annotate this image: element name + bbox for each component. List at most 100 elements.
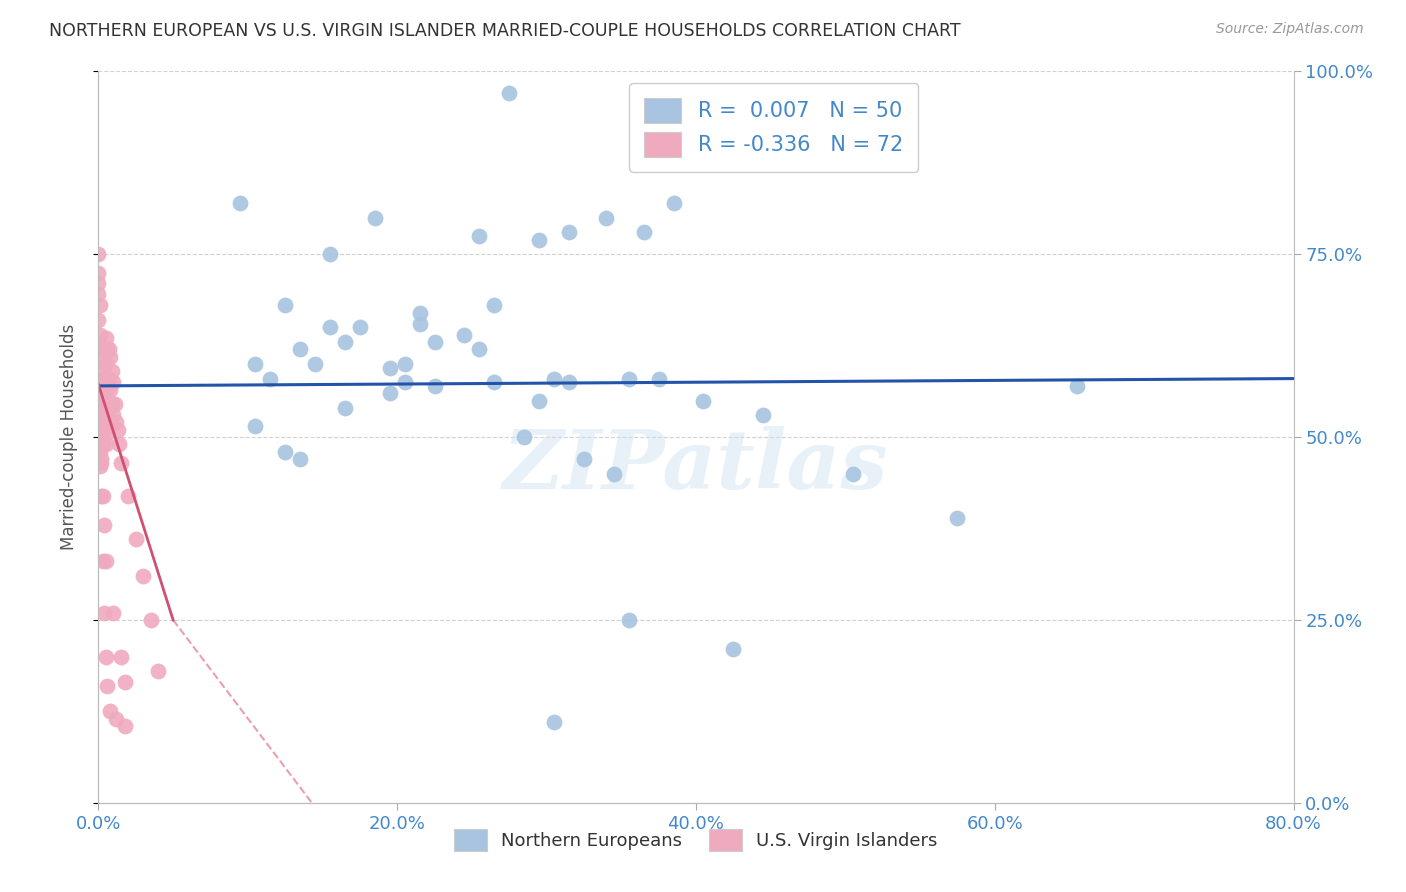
Point	[394, 357, 416, 371]
Point	[245, 419, 267, 434]
Point	[468, 228, 491, 243]
Point	[245, 357, 267, 371]
Point	[93, 606, 115, 620]
Point	[87, 287, 110, 301]
Point	[87, 313, 110, 327]
Point	[110, 649, 132, 664]
Point	[91, 554, 114, 568]
Point	[97, 343, 120, 357]
Point	[87, 247, 110, 261]
Point	[288, 343, 311, 357]
Point	[274, 298, 297, 312]
Point	[105, 712, 128, 726]
Point	[333, 401, 356, 415]
Point	[98, 383, 122, 397]
Point	[229, 196, 252, 211]
Point	[558, 376, 581, 390]
Point	[1066, 379, 1088, 393]
Point	[378, 360, 401, 375]
Point	[94, 383, 117, 397]
Point	[633, 225, 655, 239]
Point	[94, 331, 117, 345]
Point	[572, 452, 595, 467]
Point	[90, 456, 112, 470]
Point	[139, 613, 162, 627]
Point	[543, 715, 565, 730]
Point	[595, 211, 617, 225]
Point	[93, 343, 115, 357]
Point	[105, 416, 128, 430]
Point	[498, 87, 520, 101]
Point	[319, 320, 342, 334]
Text: ZIPatlas: ZIPatlas	[503, 426, 889, 507]
Point	[527, 393, 550, 408]
Point	[94, 408, 117, 422]
Point	[89, 459, 111, 474]
Point	[94, 649, 117, 664]
Point	[94, 437, 117, 451]
Point	[617, 371, 640, 385]
Point	[114, 719, 136, 733]
Point	[259, 371, 281, 385]
Point	[96, 371, 118, 385]
Point	[87, 277, 110, 291]
Point	[93, 393, 115, 408]
Point	[484, 298, 506, 312]
Point	[647, 371, 669, 385]
Point	[108, 437, 131, 451]
Point	[89, 444, 111, 458]
Point	[91, 371, 114, 385]
Point	[288, 452, 311, 467]
Point	[104, 397, 127, 411]
Point	[87, 343, 110, 357]
Point	[723, 642, 745, 657]
Point	[103, 376, 125, 390]
Point	[319, 247, 342, 261]
Point	[304, 357, 326, 371]
Point	[274, 444, 297, 458]
Point	[90, 376, 112, 390]
Point	[93, 517, 115, 532]
Point	[527, 233, 550, 247]
Point	[87, 266, 110, 280]
Point	[752, 408, 775, 422]
Point	[364, 211, 387, 225]
Point	[662, 196, 685, 211]
Point	[91, 416, 114, 430]
Point	[453, 327, 475, 342]
Point	[94, 357, 117, 371]
Point	[842, 467, 865, 481]
Point	[90, 390, 112, 404]
Point	[946, 510, 969, 524]
Point	[98, 350, 122, 364]
Point	[93, 371, 115, 385]
Point	[90, 489, 112, 503]
Point	[89, 423, 111, 437]
Point	[91, 353, 114, 368]
Point	[97, 401, 120, 415]
Point	[394, 376, 416, 390]
Point	[91, 390, 114, 404]
Point	[96, 426, 118, 441]
Legend: Northern Europeans, U.S. Virgin Islanders: Northern Europeans, U.S. Virgin Islander…	[441, 816, 950, 863]
Y-axis label: Married-couple Households: Married-couple Households	[59, 324, 77, 550]
Point	[96, 679, 118, 693]
Point	[89, 327, 111, 342]
Point	[333, 334, 356, 349]
Point	[103, 606, 125, 620]
Point	[423, 334, 446, 349]
Point	[513, 430, 536, 444]
Point	[98, 705, 122, 719]
Point	[125, 533, 148, 547]
Point	[692, 393, 714, 408]
Point	[101, 397, 124, 411]
Point	[423, 379, 446, 393]
Point	[91, 437, 114, 451]
Point	[98, 416, 122, 430]
Point	[110, 456, 132, 470]
Point	[148, 664, 170, 678]
Point	[90, 430, 112, 444]
Point	[96, 343, 118, 357]
Point	[117, 489, 139, 503]
Point	[468, 343, 491, 357]
